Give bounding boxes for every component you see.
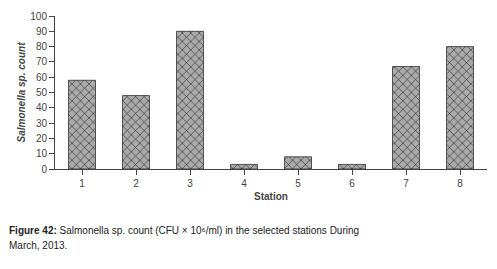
svg-text:1: 1 — [79, 178, 85, 189]
svg-text:2: 2 — [133, 178, 139, 189]
svg-text:80: 80 — [36, 41, 48, 52]
svg-text:3: 3 — [187, 178, 193, 189]
svg-text:20: 20 — [36, 133, 48, 144]
svg-text:Station: Station — [254, 191, 288, 202]
svg-text:6: 6 — [349, 178, 355, 189]
svg-text:Figure 42: Salmonella sp. coun: Figure 42: Salmonella sp. count (CFU × 1… — [9, 225, 359, 236]
svg-text:Salmonella sp. count: Salmonella sp. count — [16, 42, 27, 143]
svg-text:7: 7 — [403, 178, 409, 189]
svg-text:60: 60 — [36, 72, 48, 83]
svg-text:70: 70 — [36, 56, 48, 67]
svg-text:0: 0 — [41, 164, 47, 175]
svg-text:40: 40 — [36, 102, 48, 113]
svg-text:90: 90 — [36, 26, 48, 37]
svg-text:30: 30 — [36, 118, 48, 129]
svg-text:8: 8 — [457, 178, 463, 189]
svg-text:4: 4 — [241, 178, 247, 189]
svg-text:50: 50 — [36, 87, 48, 98]
svg-text:5: 5 — [295, 178, 301, 189]
svg-text:100: 100 — [30, 11, 47, 22]
svg-text:10: 10 — [36, 148, 48, 159]
svg-text:March, 2013.: March, 2013. — [9, 240, 67, 251]
